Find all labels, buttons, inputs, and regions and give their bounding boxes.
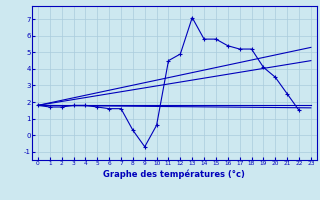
X-axis label: Graphe des températures (°c): Graphe des températures (°c) <box>103 169 245 179</box>
